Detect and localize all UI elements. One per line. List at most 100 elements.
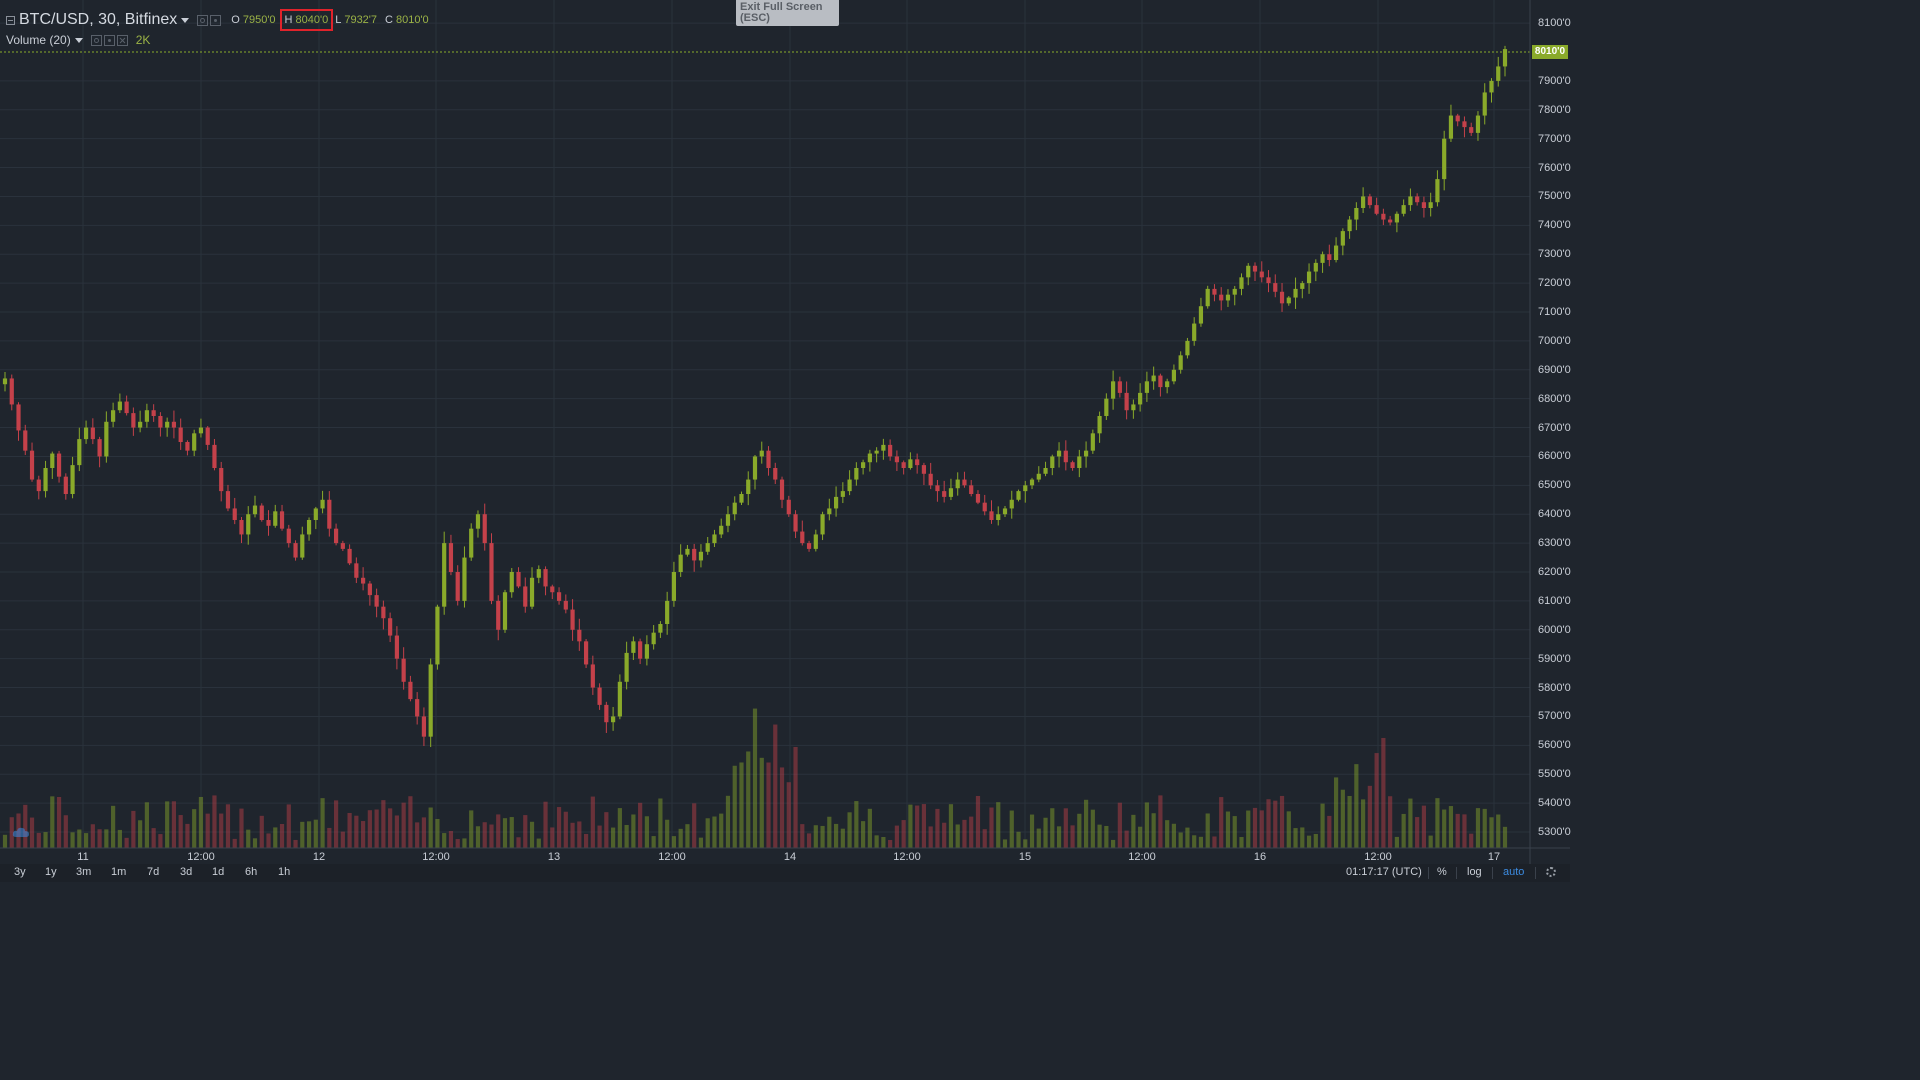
candle-body (908, 459, 913, 468)
range-3m-button[interactable]: 3m (76, 866, 92, 878)
price-tick-label: 7100'0 (1538, 306, 1571, 318)
volume-bar (732, 765, 737, 848)
settings-icon[interactable] (210, 14, 222, 26)
candle-body (63, 476, 68, 494)
candle-body (516, 572, 521, 587)
volume-title[interactable]: Volume (20) (6, 33, 71, 47)
volume-bar (462, 838, 467, 848)
candle-body (806, 543, 812, 549)
volume-bar (36, 832, 41, 848)
volume-bar (1232, 816, 1237, 848)
candle-body (482, 514, 487, 544)
volume-bar (1002, 839, 1008, 848)
separator (1492, 867, 1493, 879)
volume-bar (1482, 808, 1487, 848)
volume-bar (475, 826, 481, 848)
candle-body (212, 444, 217, 468)
range-3y-button[interactable]: 3y (14, 866, 26, 878)
candle-body (475, 514, 481, 529)
candle-body (1306, 271, 1312, 284)
volume-bar (1428, 835, 1433, 848)
volume-bar (779, 767, 785, 848)
candle-body (1448, 115, 1454, 139)
auto-scale-button[interactable]: auto (1503, 866, 1525, 878)
settings-icon[interactable] (103, 34, 115, 46)
candle-body (219, 468, 224, 492)
candle-body (1374, 205, 1379, 214)
percent-scale-button[interactable]: % (1437, 866, 1447, 878)
price-tick-label: 8100'0 (1538, 17, 1571, 30)
candle-body (171, 421, 177, 428)
candle-body (881, 444, 886, 451)
exit-fullscreen-button[interactable]: Exit Full Screen (ESC) (736, 0, 839, 26)
gear-icon[interactable] (1546, 867, 1556, 877)
volume-bar (225, 804, 231, 848)
volume-bar (1374, 753, 1379, 848)
candle-body (604, 704, 609, 723)
candle-body (239, 520, 244, 535)
candle-body (192, 433, 197, 451)
candle-body (1347, 219, 1352, 232)
volume-bar (1009, 810, 1014, 848)
candle-body (671, 572, 677, 601)
range-1d-button[interactable]: 1d (212, 866, 225, 878)
candle-body (1131, 404, 1136, 411)
candle-body (732, 502, 737, 515)
candle-body (583, 641, 589, 665)
candle-body (1023, 485, 1028, 492)
candle-body (117, 401, 122, 411)
time-axis[interactable]: 11 12:00 12 12:00 13 12:00 14 12:00 15 12:00 16 12:… (0, 848, 1530, 864)
time-tick-label: 12:00 (1364, 851, 1392, 863)
candle-body (252, 505, 258, 515)
candle-body (496, 600, 501, 630)
range-1h-button[interactable]: 1h (278, 866, 291, 878)
volume-bar (1158, 795, 1163, 848)
eye-icon[interactable] (90, 34, 102, 46)
volume-bar (1070, 825, 1075, 848)
chart-grid (0, 0, 1530, 848)
eye-icon[interactable] (197, 14, 209, 26)
range-7d-button[interactable]: 7d (147, 866, 160, 878)
symbol-legend: BTC/USD, 30, Bitfinex O 7950'0 H 8040'0 … (6, 9, 429, 31)
volume-bar (644, 816, 649, 848)
utc-clock[interactable]: 01:17:17 (UTC) (1346, 866, 1422, 878)
volume-bar (752, 708, 758, 848)
chevron-down-icon[interactable] (181, 17, 190, 23)
candle-body (962, 479, 967, 486)
candle-body (394, 635, 399, 659)
candle-body (1138, 392, 1143, 405)
volume-bar (489, 824, 494, 848)
price-tick-label: 7600'0 (1538, 161, 1571, 174)
range-1m-button[interactable]: 1m (111, 866, 127, 878)
candle-body (894, 456, 899, 463)
log-scale-button[interactable]: log (1467, 866, 1482, 878)
volume-bar (144, 802, 149, 848)
candle-body (246, 514, 251, 535)
volume-bar (685, 824, 690, 848)
chevron-down-icon[interactable] (74, 37, 83, 43)
range-6h-button[interactable]: 6h (245, 866, 258, 878)
price-tick-label: 6600'0 (1538, 450, 1571, 463)
candle-body (158, 416, 163, 428)
candle-body (617, 681, 622, 717)
ohlc-open-label: O (231, 14, 240, 26)
candle-body (1415, 196, 1420, 203)
range-3d-button[interactable]: 3d (180, 866, 193, 878)
volume-bar (1286, 811, 1291, 848)
volume-bar (1192, 835, 1197, 848)
volume-bar (327, 827, 332, 848)
candle-body (1340, 231, 1345, 246)
volume-bar (1185, 827, 1190, 848)
candle-body (279, 511, 285, 529)
volume-bar (982, 829, 987, 848)
price-axis[interactable]: 8100'0 7900'0 7800'0 7700'0 7600'0 7500'0 7400… (1530, 0, 1571, 848)
symbol-title[interactable]: BTC/USD, 30, Bitfinex (19, 11, 178, 28)
range-1y-button[interactable]: 1y (45, 866, 57, 878)
candle-body (1097, 416, 1102, 434)
candle-body (550, 586, 555, 593)
collapse-legend-icon[interactable] (6, 15, 15, 25)
close-icon[interactable] (116, 34, 128, 46)
candle-body (590, 664, 595, 688)
